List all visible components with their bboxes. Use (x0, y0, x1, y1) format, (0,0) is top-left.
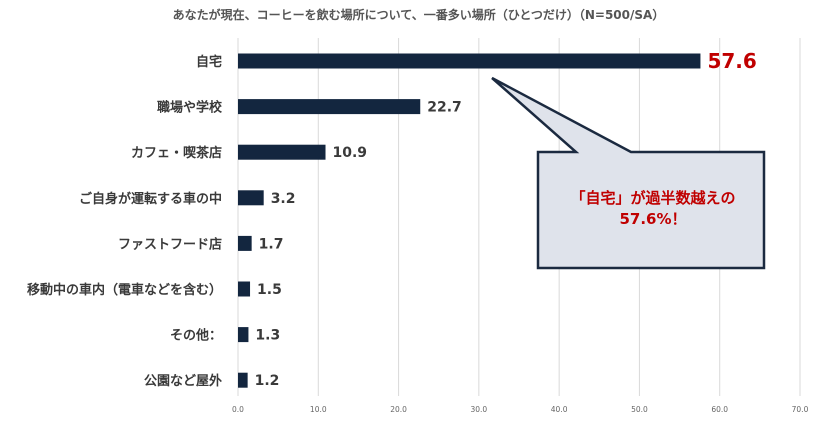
x-tick-label: 40.0 (551, 405, 568, 414)
bar (238, 99, 421, 115)
bar (238, 372, 248, 388)
value-label: 1.7 (259, 236, 284, 252)
value-label: 57.6 (707, 49, 756, 73)
bar (238, 144, 326, 160)
category-label: カフェ・喫茶店 (131, 145, 222, 161)
callout-line-1: 「自宅」が過半数越えの (570, 189, 736, 207)
x-tick-label: 60.0 (711, 405, 728, 414)
x-tick-label: 70.0 (792, 405, 809, 414)
bars (238, 53, 701, 388)
x-tick-labels: 0.0 10.0 20.0 30.0 40.0 50.0 60.0 70.0 (232, 405, 809, 414)
x-tick-label: 10.0 (310, 405, 327, 414)
bar (238, 235, 252, 251)
value-label: 1.2 (255, 373, 280, 389)
category-label: 自宅 (196, 54, 222, 70)
category-label: ご自身が運転する車の中 (79, 191, 222, 207)
category-labels: 自宅職場や学校カフェ・喫茶店ご自身が運転する車の中ファストフード店移動中の車内（… (27, 54, 223, 389)
chart-title: あなたが現在、コーヒーを飲む場所について、一番多い場所（ひとつだけ）（N=500… (172, 8, 665, 22)
value-label: 10.9 (333, 145, 368, 161)
x-tick-label: 0.0 (232, 405, 244, 414)
bar (238, 327, 249, 343)
category-label: 職場や学校 (157, 100, 223, 116)
value-label: 22.7 (427, 100, 462, 116)
value-labels: 57.6 22.7 10.9 3.2 1.7 1.5 1.3 1.2 (255, 49, 757, 389)
callout-shape (491, 76, 766, 270)
callout-line-2: 57.6%！ (619, 210, 687, 228)
category-label: 移動中の車内（電車などを含む） (27, 282, 222, 298)
value-label: 1.3 (255, 328, 280, 344)
bar (238, 53, 701, 69)
category-label: その他： (170, 328, 222, 344)
bar (238, 281, 251, 297)
callout-text: 「自宅」が過半数越えの 57.6%！ (540, 188, 766, 230)
category-label: 公園など屋外 (144, 373, 222, 389)
value-label: 1.5 (257, 282, 282, 298)
value-label: 3.2 (271, 191, 296, 207)
x-tick-label: 20.0 (390, 405, 407, 414)
bar (238, 190, 264, 206)
x-tick-label: 30.0 (471, 405, 488, 414)
x-tick-label: 50.0 (631, 405, 648, 414)
category-label: ファストフード店 (118, 236, 222, 252)
callout-bubble (491, 76, 766, 270)
